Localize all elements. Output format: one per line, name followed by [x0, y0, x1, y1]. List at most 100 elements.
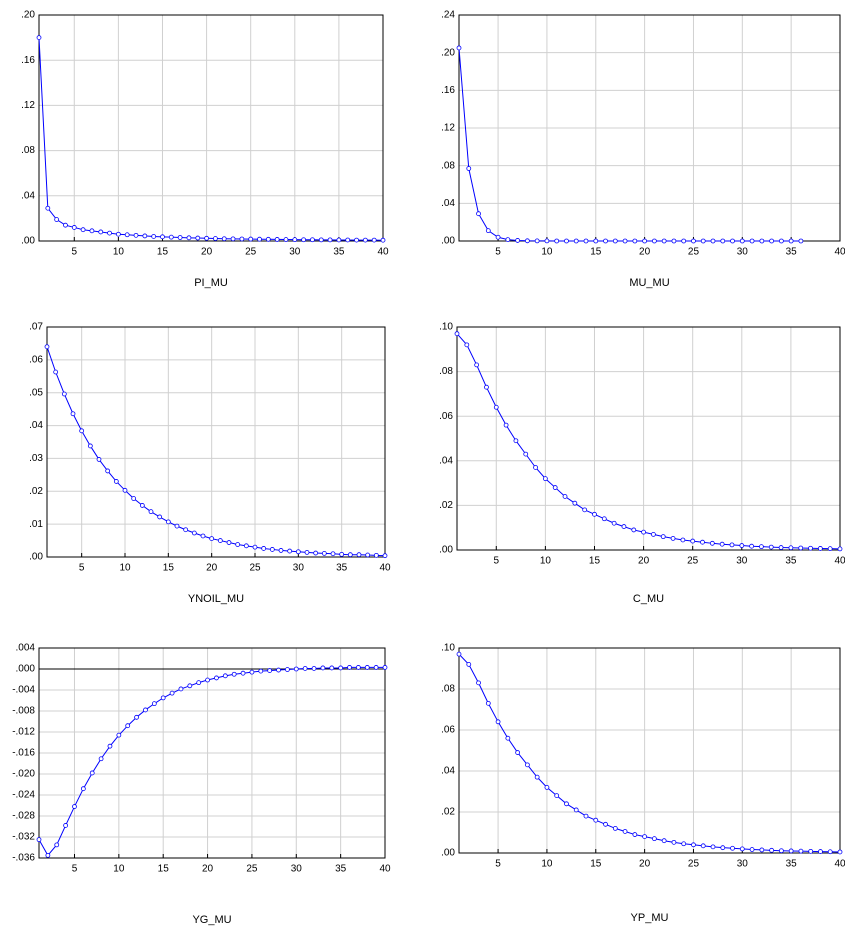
point-marker — [485, 700, 491, 706]
point-marker — [302, 666, 308, 671]
point-marker — [80, 227, 86, 233]
x-tick-label: 20 — [638, 556, 650, 567]
x-tick-label: 35 — [785, 556, 797, 567]
point-marker — [513, 438, 519, 444]
point-marker — [651, 238, 657, 244]
y-tick-label: .08 — [21, 145, 35, 156]
y-tick-label: .03 — [29, 453, 43, 464]
point-marker — [274, 237, 280, 242]
chart-panel: -.036 -.032 -.028 -.024 -.020 -.016 -.012 -.008… — [12, 643, 391, 926]
point-marker — [788, 238, 794, 244]
x-tick-label: 30 — [289, 247, 301, 258]
point-marker — [495, 719, 501, 725]
point-marker — [382, 553, 388, 559]
point-marker — [196, 680, 202, 686]
point-marker — [125, 723, 131, 729]
point-marker — [603, 238, 608, 244]
point-marker — [632, 238, 638, 244]
point-marker — [214, 675, 219, 681]
point-marker — [583, 813, 589, 819]
y-tick-label: .04 — [21, 190, 35, 201]
point-marker — [680, 537, 686, 543]
point-marker — [631, 527, 637, 533]
point-marker — [265, 236, 271, 242]
point-marker — [373, 665, 379, 670]
point-marker — [63, 823, 69, 828]
point-marker — [226, 540, 232, 545]
y-tick-label: .16 — [21, 55, 35, 66]
point-marker — [573, 807, 579, 813]
y-tick-label: .07 — [29, 322, 43, 333]
point-marker — [759, 238, 765, 244]
point-marker — [380, 237, 386, 243]
point-marker — [583, 238, 589, 244]
series-line — [456, 333, 841, 550]
y-tick-label: .08 — [441, 160, 455, 171]
point-marker — [523, 451, 529, 457]
chart-panel: .00 .04 .08 .12 .16 .20 .24 5 10 15 20 25 30 35 40 MU_M… — [441, 10, 845, 289]
point-marker — [36, 35, 42, 40]
y-tick-label: .02 — [441, 807, 455, 818]
chart-title: YNOIL_MU — [188, 593, 244, 605]
series-line — [458, 653, 841, 853]
x-tick-label: 5 — [79, 563, 85, 574]
y-tick-label: .10 — [439, 322, 453, 333]
y-tick-label: -.028 — [12, 811, 35, 822]
point-marker — [798, 238, 804, 244]
y-tick-label: .12 — [21, 100, 35, 111]
point-marker — [612, 238, 618, 244]
y-tick-label: .00 — [441, 236, 455, 247]
point-marker — [769, 238, 775, 244]
x-tick-label: 10 — [540, 556, 552, 567]
point-marker — [320, 665, 326, 671]
point-marker — [304, 550, 310, 555]
point-marker — [148, 509, 154, 515]
point-marker — [533, 465, 538, 470]
point-marker — [749, 238, 755, 244]
point-marker — [133, 232, 139, 238]
point-marker — [827, 546, 833, 552]
y-tick-label: .05 — [29, 387, 43, 398]
point-marker — [249, 669, 255, 675]
point-marker — [261, 546, 267, 551]
point-marker — [258, 668, 264, 674]
x-tick-label: 15 — [589, 556, 601, 567]
point-marker — [778, 545, 784, 550]
chart-panel: .00 .02 .04 .06 .08 .10 5 10 15 20 25 30 35 40 C_MU — [439, 322, 845, 605]
x-tick-label: 15 — [157, 247, 169, 258]
y-tick-label: .20 — [21, 10, 35, 21]
point-marker — [45, 205, 51, 211]
chart-title: YG_MU — [192, 914, 231, 926]
point-marker — [96, 457, 102, 462]
point-marker — [44, 344, 50, 350]
series-line — [38, 666, 385, 857]
point-marker — [817, 546, 823, 551]
x-tick-label: 10 — [541, 859, 553, 870]
point-marker — [710, 844, 716, 850]
point-marker — [456, 651, 462, 657]
x-tick-label: 10 — [119, 563, 131, 574]
y-tick-label: .06 — [439, 411, 453, 422]
point-marker — [534, 774, 540, 780]
point-marker — [505, 735, 511, 741]
point-marker — [318, 237, 324, 243]
x-tick-label: 20 — [202, 864, 214, 875]
point-marker — [276, 667, 281, 673]
point-marker — [80, 786, 86, 792]
point-marker — [63, 222, 68, 228]
point-marker — [485, 228, 491, 234]
point-marker — [573, 238, 579, 244]
point-marker — [564, 238, 569, 244]
x-tick-label: 5 — [72, 864, 78, 875]
point-marker — [295, 549, 301, 555]
point-marker — [564, 801, 569, 807]
point-marker — [778, 238, 784, 244]
x-tick-label: 20 — [639, 859, 651, 870]
point-marker — [168, 234, 174, 240]
point-marker — [165, 519, 171, 525]
point-marker — [278, 548, 284, 553]
x-tick-label: 5 — [494, 556, 500, 567]
point-marker — [709, 540, 715, 546]
point-marker — [45, 852, 51, 858]
